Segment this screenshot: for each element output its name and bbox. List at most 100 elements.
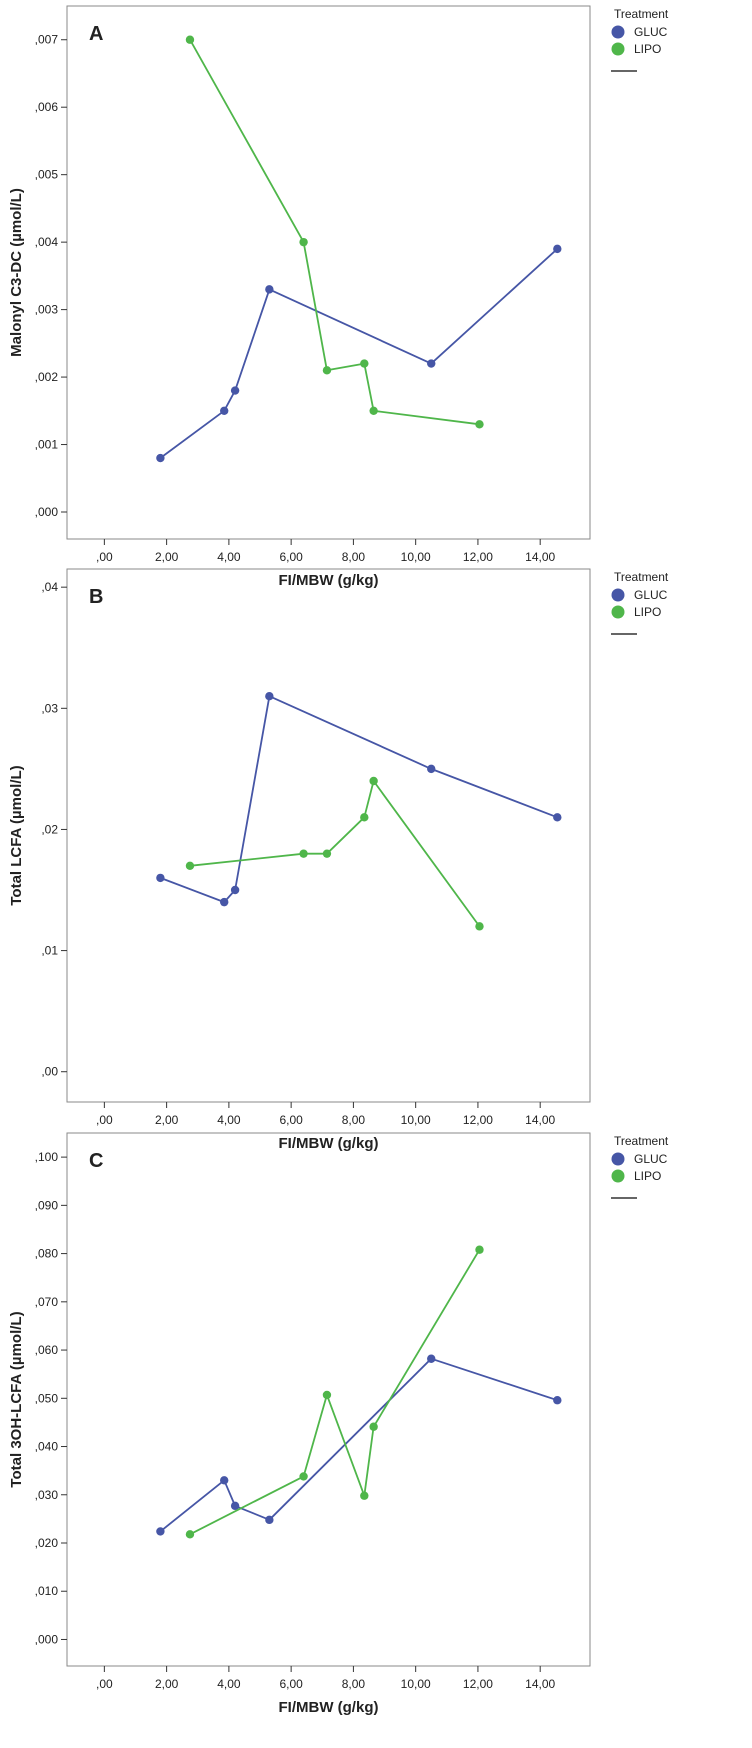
legend-swatch-gluc (611, 25, 625, 39)
x-tick-label: 4,00 (217, 1113, 241, 1127)
x-tick-label: ,00 (96, 1677, 113, 1691)
y-tick-label: ,02 (41, 822, 58, 836)
data-point-gluc (553, 1396, 562, 1405)
data-point-gluc (230, 386, 240, 395)
data-point-lipo (185, 35, 195, 44)
y-tick-label: ,080 (35, 1247, 59, 1261)
series-line-gluc (159, 1357, 558, 1533)
data-point-gluc (220, 897, 229, 907)
y-tick-label: ,090 (35, 1198, 59, 1212)
data-point-lipo (299, 1472, 308, 1481)
data-point-gluc (265, 691, 274, 701)
y-tick-label: ,00 (41, 1065, 58, 1079)
data-point-lipo (322, 1390, 332, 1400)
plot-frame (66, 5, 591, 540)
x-tick-label: 2,00 (155, 550, 179, 564)
series-line-lipo (189, 1249, 481, 1536)
y-tick-label: ,000 (35, 505, 59, 519)
x-tick-label: 14,00 (525, 1113, 555, 1127)
y-tick-label: ,03 (41, 701, 58, 715)
x-tick-label: 10,00 (401, 550, 431, 564)
data-point-gluc (427, 359, 436, 368)
legend-label-gluc: GLUC (634, 1152, 668, 1166)
x-tick-label: 14,00 (525, 550, 555, 564)
data-point-lipo (360, 813, 369, 822)
x-tick-label: 10,00 (401, 1113, 431, 1127)
data-point-gluc (553, 244, 562, 254)
y-axis-title: Total 3OH-LCFA (µmol/L) (8, 1311, 25, 1487)
plot-frame (66, 568, 591, 1103)
legend: Treatment GLUC LIPO (611, 570, 669, 635)
data-point-gluc (220, 1476, 229, 1485)
x-tick-label: 4,00 (217, 550, 241, 564)
x-tick-label: 6,00 (279, 1677, 303, 1691)
x-tick-label: 10,00 (401, 1677, 431, 1691)
y-tick-label: ,005 (35, 168, 59, 182)
data-point-lipo (185, 1530, 195, 1539)
y-tick-label: ,020 (35, 1536, 59, 1550)
x-axis-title: FI/MBW (g/kg) (279, 1699, 379, 1716)
y-tick-label: ,040 (35, 1440, 59, 1454)
series-line-lipo (189, 780, 481, 927)
y-axis-title: Total LCFA (µmol/L) (8, 765, 25, 905)
x-tick-label: 6,00 (279, 1113, 303, 1127)
panel-label: B (89, 586, 103, 608)
legend-swatch-gluc (611, 588, 625, 602)
y-tick-label: ,006 (35, 100, 59, 114)
panel-label: C (89, 1150, 103, 1172)
data-point-lipo (369, 406, 378, 416)
legend-swatch-gluc (611, 1152, 625, 1166)
x-tick-label: 8,00 (342, 1677, 366, 1691)
data-point-gluc (427, 764, 436, 774)
data-point-lipo (475, 922, 484, 931)
x-tick-label: 8,00 (342, 1113, 366, 1127)
x-tick-label: 14,00 (525, 1677, 555, 1691)
x-tick-label: 8,00 (342, 550, 366, 564)
data-point-lipo (322, 849, 332, 858)
y-tick-label: ,002 (35, 370, 59, 384)
series-line-gluc (159, 248, 558, 459)
x-tick-label: ,00 (96, 1113, 113, 1127)
data-point-gluc (265, 1515, 274, 1525)
y-tick-label: ,100 (35, 1150, 59, 1164)
data-point-gluc (230, 1501, 240, 1511)
legend: Treatment GLUC LIPO (611, 1134, 669, 1199)
data-point-lipo (299, 237, 308, 247)
data-point-gluc (156, 873, 165, 883)
legend-swatch-lipo (611, 42, 625, 56)
data-point-gluc (156, 1527, 165, 1536)
y-tick-label: ,004 (35, 235, 59, 249)
legend-swatch-lipo (611, 1169, 625, 1183)
panel-label: A (89, 23, 103, 45)
x-tick-label: 12,00 (463, 1677, 493, 1691)
data-point-gluc (553, 813, 562, 822)
legend-title: Treatment (614, 1134, 669, 1148)
series-lipo (185, 776, 484, 931)
series-lipo (185, 1245, 484, 1539)
x-tick-label: 12,00 (463, 1113, 493, 1127)
y-tick-label: ,010 (35, 1584, 59, 1598)
series-gluc (156, 691, 562, 907)
legend-title: Treatment (614, 570, 669, 584)
data-point-lipo (369, 776, 378, 786)
y-tick-label: ,001 (35, 438, 59, 452)
y-tick-label: ,060 (35, 1343, 59, 1357)
chart-panel-a: ,00 2,00 4,00 6,00 8,00 10,00 12,00 14,00,000,0… (8, 5, 669, 589)
data-point-gluc (220, 406, 229, 416)
data-point-lipo (360, 1491, 369, 1500)
series-line-lipo (189, 39, 480, 426)
data-point-lipo (475, 1245, 484, 1254)
y-tick-label: ,003 (35, 303, 59, 317)
chart-panel-c: ,00 2,00 4,00 6,00 8,00 10,00 12,00 14,00 ,000 ,0… (8, 1132, 669, 1716)
y-tick-label: ,050 (35, 1391, 59, 1405)
data-point-lipo (185, 861, 195, 870)
data-point-lipo (369, 1422, 378, 1431)
y-tick-label: ,030 (35, 1488, 59, 1502)
data-point-gluc (427, 1354, 436, 1363)
y-tick-label: ,04 (41, 580, 58, 594)
series-lipo (185, 35, 484, 429)
data-point-lipo (299, 849, 308, 858)
y-tick-label: ,070 (35, 1295, 59, 1309)
legend-swatch-lipo (611, 605, 625, 619)
data-point-gluc (156, 453, 165, 463)
